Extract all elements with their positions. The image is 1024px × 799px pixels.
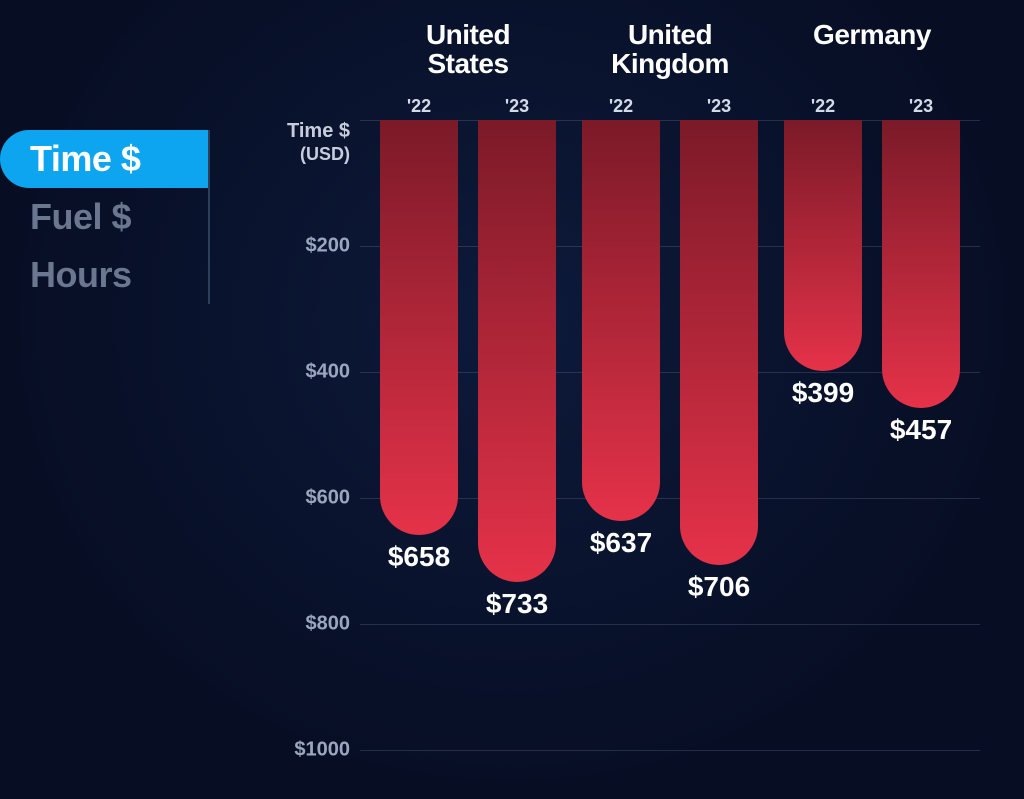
bar-value-label: $733 xyxy=(486,588,548,620)
bar xyxy=(478,120,556,582)
tab-fuel-[interactable]: Fuel $ xyxy=(0,188,208,246)
chart-root: Time $Fuel $Hours UnitedStatesUnitedKing… xyxy=(0,0,1024,799)
ytick-label: $800 xyxy=(230,613,350,636)
axis-title-line2: (USD) xyxy=(300,144,350,164)
year-header: '22 xyxy=(784,96,862,117)
bar-value-label: $706 xyxy=(688,571,750,603)
axis-title-line1: Time $ xyxy=(287,120,350,142)
year-header: '22 xyxy=(380,96,458,117)
ytick-label: $400 xyxy=(230,361,350,384)
tab-hours[interactable]: Hours xyxy=(0,246,208,304)
year-header: '23 xyxy=(478,96,556,117)
bar-value-label: $457 xyxy=(890,414,952,446)
bar xyxy=(784,120,862,371)
country-header: UnitedStates xyxy=(380,20,556,79)
tab-time-[interactable]: Time $ xyxy=(0,130,208,188)
bar xyxy=(882,120,960,408)
year-header: '23 xyxy=(680,96,758,117)
y-axis-title: Time $ (USD) xyxy=(230,120,350,166)
plot-area: $200$400$600$800$1000$658$733$637$706$39… xyxy=(360,120,980,750)
chart-area: UnitedStates UnitedKingdom Germany '22 '23 '… xyxy=(230,20,990,780)
gridline xyxy=(360,624,980,625)
bar-value-label: $637 xyxy=(590,527,652,559)
year-header: '23 xyxy=(882,96,960,117)
bar-value-label: $658 xyxy=(388,541,450,573)
bar-value-label: $399 xyxy=(792,377,854,409)
country-header: UnitedKingdom xyxy=(582,20,758,79)
country-header: Germany xyxy=(784,20,960,49)
ytick-label: $200 xyxy=(230,235,350,258)
bar xyxy=(582,120,660,521)
bar xyxy=(380,120,458,535)
ytick-label: $600 xyxy=(230,487,350,510)
ytick-label: $1000 xyxy=(230,739,350,762)
year-header: '22 xyxy=(582,96,660,117)
gridline xyxy=(360,750,980,751)
metric-tabs: Time $Fuel $Hours xyxy=(0,130,210,304)
bar xyxy=(680,120,758,565)
